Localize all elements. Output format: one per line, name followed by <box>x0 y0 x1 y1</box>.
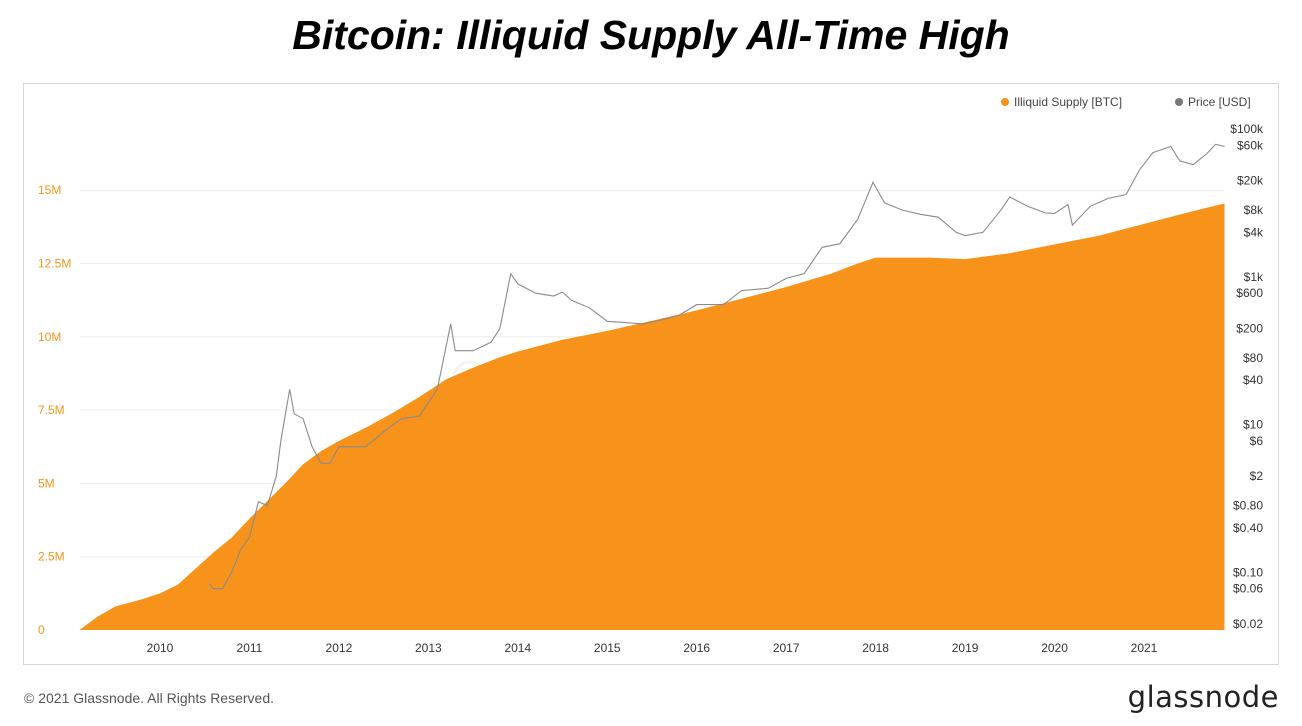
legend-label-supply[interactable]: Illiquid Supply [BTC] <box>1014 95 1122 109</box>
y-right-tick-label: $0.80 <box>1233 499 1263 513</box>
legend-swatch-price <box>1175 98 1183 106</box>
y-right-tick-label: $20k <box>1237 174 1264 188</box>
y-right-tick-label: $4k <box>1244 225 1264 239</box>
legend: Illiquid Supply [BTC] Price [USD] <box>1001 95 1251 109</box>
y-right-tick-label: $100k <box>1230 122 1264 136</box>
y-left-tick-label: 5M <box>38 476 55 490</box>
y-right-tick-label: $0.02 <box>1233 617 1263 631</box>
x-tick-label: 2016 <box>683 641 710 655</box>
legend-swatch-supply <box>1001 98 1009 106</box>
y-right-tick-label: $8k <box>1244 203 1264 217</box>
y-right-tick-label: $600 <box>1236 286 1263 300</box>
y-left-tick-label: 0 <box>38 623 45 637</box>
illiquid-supply-area <box>79 203 1225 630</box>
chart-frame <box>23 83 1279 665</box>
price-line <box>208 143 1225 590</box>
y-left-tick-label: 10M <box>38 330 61 344</box>
y-left-tick-label: 12.5M <box>38 257 71 271</box>
y-right-tick-label: $10 <box>1243 418 1263 432</box>
y-left-tick-label: 2.5M <box>38 550 65 564</box>
x-axis: 2010 2011 2012 2013 2014 2015 2016 2017 2018 2019… <box>147 641 1158 655</box>
page-title: Bitcoin: Illiquid Supply All-Time High <box>292 12 1010 58</box>
legend-label-price[interactable]: Price [USD] <box>1188 95 1251 109</box>
copyright-text: © 2021 Glassnode. All Rights Reserved. <box>24 690 275 706</box>
y-right-tick-label: $2 <box>1250 469 1264 483</box>
y-right-tick-label: $6 <box>1250 434 1264 448</box>
y-left-tick-label: 7.5M <box>38 403 65 417</box>
x-tick-label: 2019 <box>952 641 979 655</box>
x-tick-label: 2014 <box>504 641 531 655</box>
x-tick-label: 2010 <box>147 641 174 655</box>
x-tick-label: 2017 <box>773 641 800 655</box>
x-tick-label: 2012 <box>326 641 353 655</box>
y-right-tick-label: $1k <box>1244 270 1264 284</box>
x-tick-label: 2011 <box>237 641 263 655</box>
x-tick-label: 2021 <box>1131 641 1158 655</box>
x-tick-label: 2013 <box>415 641 442 655</box>
y-right-tick-label: $200 <box>1236 321 1263 335</box>
y-left-tick-label: 15M <box>38 183 61 197</box>
y-right-tick-label: $0.10 <box>1233 565 1263 579</box>
y-right-tick-label: $0.40 <box>1233 521 1263 535</box>
x-tick-label: 2018 <box>862 641 889 655</box>
glassnode-logo[interactable]: glassnode <box>1127 680 1279 714</box>
y-axis-right: $100k $60k $20k $8k $4k $1k $600 $200 $80 $40 $10 $… <box>1230 122 1264 631</box>
x-tick-label: 2020 <box>1041 641 1068 655</box>
y-right-tick-label: $40 <box>1243 373 1263 387</box>
y-right-tick-label: $60k <box>1237 138 1264 152</box>
y-right-tick-label: $80 <box>1243 351 1263 365</box>
x-tick-label: 2015 <box>594 641 621 655</box>
y-right-tick-label: $0.06 <box>1233 582 1263 596</box>
y-axis-left: 0 2.5M 5M 7.5M 10M 12.5M 15M <box>38 183 71 637</box>
